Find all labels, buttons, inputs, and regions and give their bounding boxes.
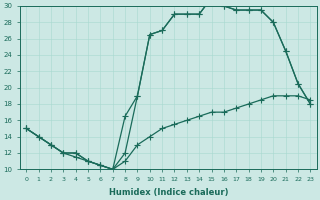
X-axis label: Humidex (Indice chaleur): Humidex (Indice chaleur) (108, 188, 228, 197)
